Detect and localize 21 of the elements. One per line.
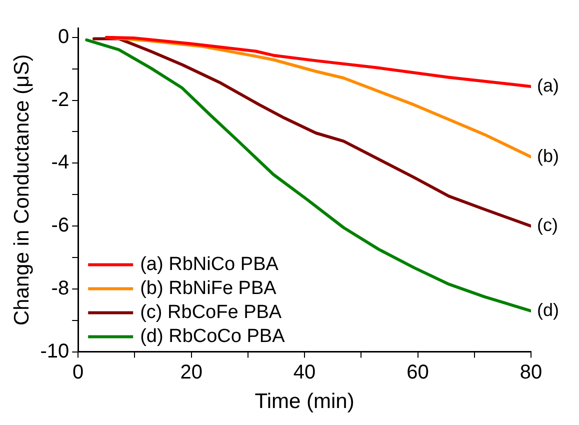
text: (a) bbox=[537, 75, 559, 96]
y-tick-label: -6 bbox=[51, 214, 70, 237]
legend-label: (b) RbNiFe PBA bbox=[140, 278, 277, 300]
legend-label: (d) RbCoCo PBA bbox=[140, 326, 286, 348]
y-tick-label: -4 bbox=[51, 152, 70, 174]
y-tick-label: -10 bbox=[40, 340, 70, 362]
text: (d) bbox=[537, 300, 559, 320]
x-tick-label: 20 bbox=[180, 361, 202, 384]
legend-label: (a) RbNiCo PBA bbox=[140, 254, 279, 276]
text: (b) bbox=[537, 146, 559, 166]
y-tick-label: -8 bbox=[51, 277, 70, 300]
x-tick-label: 40 bbox=[293, 361, 316, 384]
text: (c) bbox=[537, 215, 558, 236]
x-tick-label: 80 bbox=[520, 361, 542, 384]
y-axis-title: Change in Conductance (μS) bbox=[10, 54, 34, 326]
x-axis-title: Time (min) bbox=[254, 390, 354, 414]
y-tick-label: -2 bbox=[51, 88, 70, 111]
x-tick-label: 60 bbox=[406, 361, 429, 384]
y-tick-label: 0 bbox=[58, 26, 70, 48]
x-tick-label: 0 bbox=[72, 361, 84, 384]
legend-label: (c) RbCoFe PBA bbox=[140, 302, 282, 324]
